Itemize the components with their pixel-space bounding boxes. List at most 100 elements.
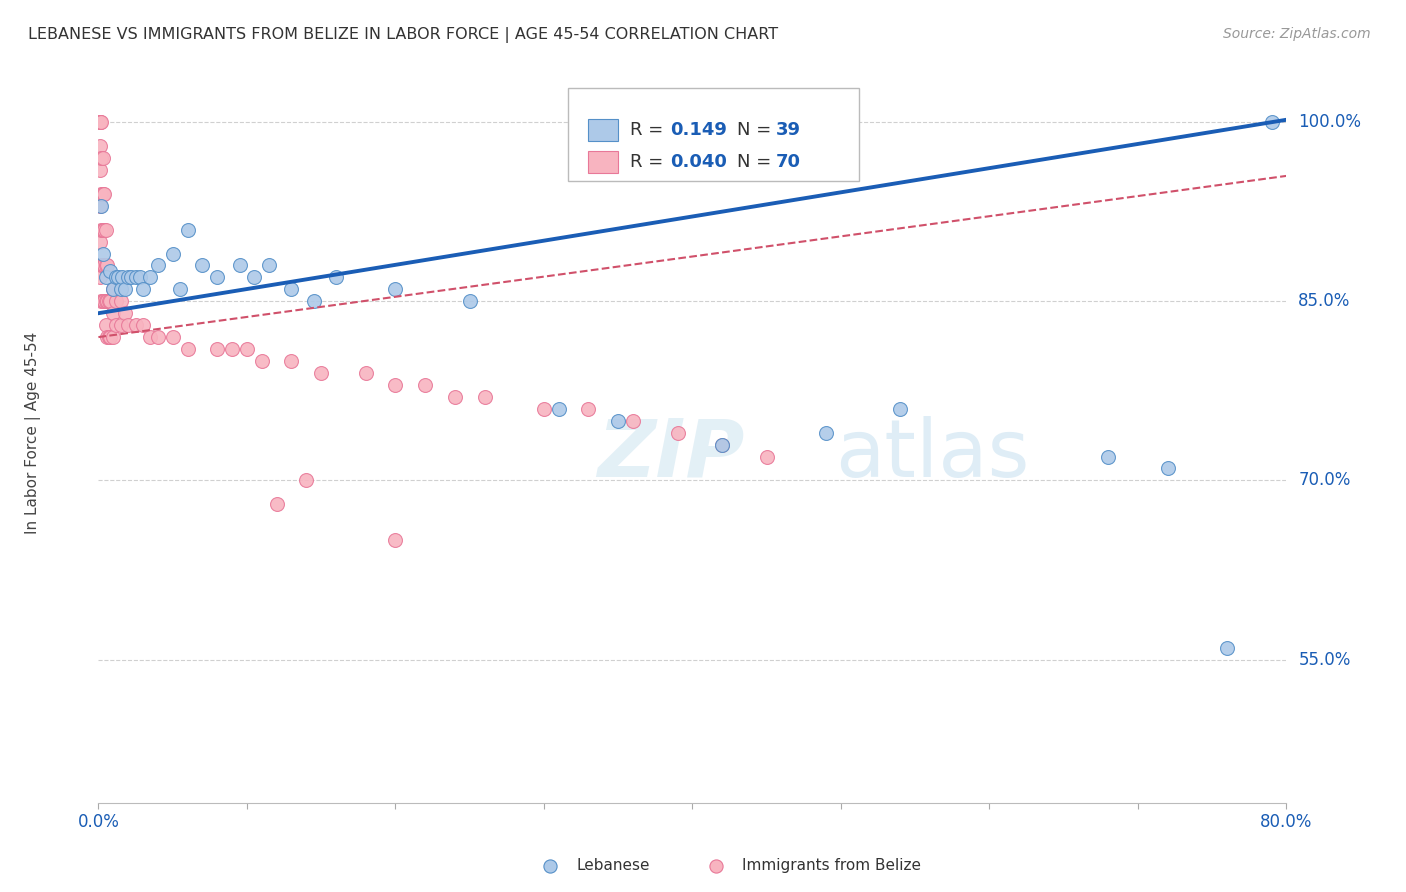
Point (105, 318, 128, 333)
Point (97, 330, 120, 344)
Point (162, 330, 184, 344)
Point (105, 270, 128, 285)
Point (755, 450, 778, 464)
Point (91, 259, 114, 273)
Point (90, 294, 112, 309)
Point (280, 282, 302, 296)
Point (176, 222, 198, 236)
Point (120, 270, 142, 285)
Point (191, 259, 214, 273)
Point (105, 294, 128, 309)
Point (547, 401, 569, 416)
Text: In Labor Force | Age 45-54: In Labor Force | Age 45-54 (25, 332, 41, 533)
Point (176, 342, 198, 356)
Point (129, 270, 152, 285)
Text: 0.149: 0.149 (671, 121, 727, 139)
Point (533, 401, 555, 416)
Point (1216, 640, 1239, 655)
Point (221, 342, 243, 356)
Point (666, 425, 689, 440)
Bar (588, 151, 617, 173)
Point (169, 282, 191, 296)
Point (280, 354, 302, 368)
Point (111, 270, 134, 285)
Text: atlas: atlas (835, 416, 1029, 494)
Text: N =: N = (737, 121, 776, 139)
Point (90, 199, 112, 213)
Point (90, 151, 112, 165)
Text: N =: N = (737, 153, 776, 171)
Point (132, 282, 155, 296)
Point (103, 282, 125, 296)
Text: 70: 70 (776, 153, 801, 171)
Point (98, 330, 121, 344)
Point (132, 318, 155, 333)
Point (236, 342, 259, 356)
Point (889, 401, 911, 416)
Point (1156, 461, 1178, 475)
Point (302, 294, 325, 309)
Point (91, 186, 114, 201)
Point (205, 270, 228, 285)
Point (96, 294, 118, 309)
Text: R =: R = (630, 121, 669, 139)
Point (89, 115, 111, 129)
Point (711, 437, 734, 451)
Point (1097, 450, 1119, 464)
Point (228, 259, 250, 273)
Point (114, 282, 136, 296)
Point (98, 294, 121, 309)
Text: 0.040: 0.040 (671, 153, 727, 171)
Point (243, 270, 266, 285)
Point (107, 270, 129, 285)
Point (89, 115, 111, 129)
Text: LEBANESE VS IMMIGRANTS FROM BELIZE IN LABOR FORCE | AGE 45-54 CORRELATION CHART: LEBANESE VS IMMIGRANTS FROM BELIZE IN LA… (28, 27, 779, 43)
Text: 39: 39 (776, 121, 801, 139)
Point (205, 342, 228, 356)
Point (139, 270, 162, 285)
Point (94, 222, 117, 236)
Point (578, 401, 600, 416)
Point (96, 330, 118, 344)
Text: 55.0%: 55.0% (1298, 650, 1351, 668)
Text: R =: R = (630, 153, 669, 171)
Point (139, 330, 162, 344)
Point (90, 186, 112, 201)
Point (815, 425, 838, 440)
Point (94, 270, 117, 285)
Point (90, 115, 112, 129)
FancyBboxPatch shape (568, 88, 859, 181)
Point (711, 437, 734, 451)
Point (89, 235, 111, 249)
Point (103, 282, 125, 296)
Text: Lebanese: Lebanese (576, 858, 650, 873)
Point (110, 294, 132, 309)
Point (162, 246, 184, 260)
Point (413, 377, 436, 392)
Point (90, 259, 112, 273)
Point (89, 199, 111, 213)
Point (97, 294, 120, 309)
Text: 100.0%: 100.0% (1298, 113, 1361, 131)
Point (89, 115, 111, 129)
Text: Source: ZipAtlas.com: Source: ZipAtlas.com (1223, 27, 1371, 41)
Point (96, 259, 118, 273)
Point (117, 318, 139, 333)
Bar (588, 120, 617, 142)
Point (91, 151, 114, 165)
Point (93, 186, 115, 201)
Point (607, 414, 630, 428)
Text: 70.0%: 70.0% (1298, 471, 1351, 490)
Point (91, 294, 114, 309)
Point (443, 390, 465, 404)
Point (98, 264, 121, 278)
Text: ZIP: ZIP (598, 416, 745, 494)
Point (384, 282, 406, 296)
Point (250, 354, 273, 368)
Point (458, 294, 481, 309)
Point (93, 294, 115, 309)
Text: 85.0%: 85.0% (1298, 293, 1351, 310)
Point (89, 162, 111, 177)
Point (124, 318, 146, 333)
Point (474, 390, 496, 404)
